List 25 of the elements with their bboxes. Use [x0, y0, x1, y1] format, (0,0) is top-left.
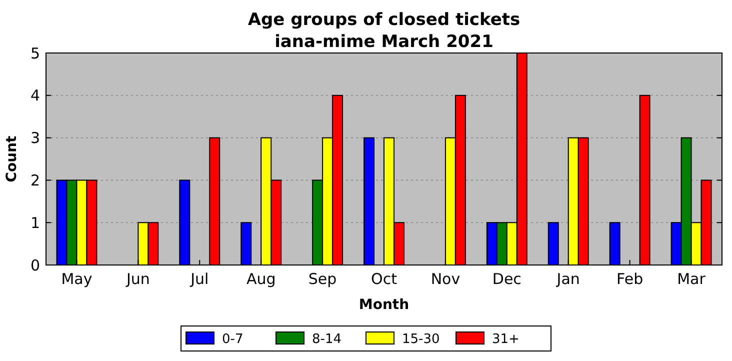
x-tick-label: Dec: [492, 270, 522, 288]
x-tick-label: Nov: [430, 270, 460, 288]
legend-label: 31+: [492, 332, 520, 347]
chart-subtitle: iana-mime March 2021: [274, 32, 494, 52]
x-axis-title: Month: [358, 297, 410, 313]
x-tick-label: Oct: [371, 270, 398, 288]
chart-title: Age groups of closed tickets: [248, 10, 520, 30]
y-tick-label: 4: [30, 86, 40, 105]
legend-label: 0-7: [222, 332, 244, 347]
y-tick-label: 3: [30, 129, 40, 148]
x-tick-label: Sep: [308, 270, 337, 288]
y-axis-title: Count: [4, 135, 20, 182]
x-tick-label: Aug: [246, 270, 276, 288]
x-tick-label: Mar: [677, 270, 706, 288]
legend-label: 8-14: [312, 332, 342, 347]
x-tick-label: Jun: [125, 270, 150, 288]
x-tick-label: Jan: [556, 270, 580, 288]
x-tick-label: Feb: [616, 270, 644, 288]
x-tick-label: Jul: [190, 270, 209, 288]
y-tick-label: 0: [30, 256, 40, 274]
x-tick-label: May: [61, 270, 92, 288]
y-tick-label: 2: [30, 171, 40, 190]
y-tick-label: 1: [30, 214, 40, 232]
legend-label: 15-30: [402, 332, 440, 347]
y-tick-label: 5: [30, 44, 40, 62]
